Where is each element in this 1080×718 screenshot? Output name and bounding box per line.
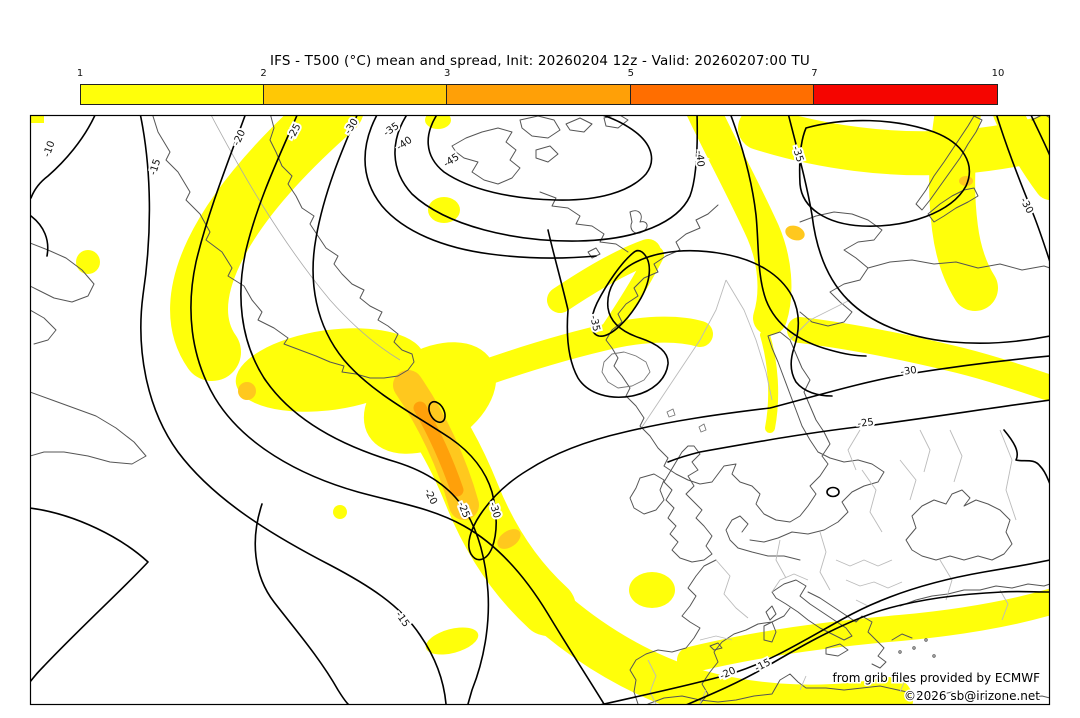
colorbar-tick: 3 (444, 68, 451, 79)
coastlines (31, 116, 1049, 704)
colorbar-segment-1-2 (81, 85, 265, 104)
colorbar-segment-5-7 (630, 85, 814, 104)
balkans-coast (807, 591, 887, 669)
italy-coast (771, 579, 853, 641)
colorbar-segment-2-3 (264, 85, 448, 104)
contour-label: -15 (148, 158, 164, 177)
contour-label: -10 (42, 140, 58, 159)
colorbar-tick: 1 (76, 68, 84, 79)
iceland-coast (601, 351, 651, 389)
contour-label: -40 (693, 150, 705, 167)
greenland-coast (152, 116, 415, 379)
country-borders (639, 279, 1017, 704)
black-sea-coast (905, 489, 1013, 561)
norway-coast (605, 204, 885, 543)
spread-shading-level1 (31, 116, 1049, 704)
contour-label: -35 (382, 121, 402, 139)
page-title: IFS - T500 (°C) mean and spread, Init: 2… (269, 53, 811, 69)
colorbar-tick: 10 (991, 68, 1005, 79)
attribution-source: from grib files provided by ECMWF (832, 671, 1040, 685)
contour-label: -25 (857, 417, 875, 430)
contour-label: -15 (753, 657, 773, 674)
spread-colorbar (80, 84, 998, 105)
contour-label: -30 (900, 365, 918, 378)
spread-shading-level3 (413, 401, 464, 497)
colorbar-segment-7-10 (813, 85, 997, 104)
colorbar-segment-3-5 (447, 85, 631, 104)
france-iberia-coast (629, 559, 717, 704)
great-britain-coast (663, 445, 713, 563)
ireland-coast (629, 473, 665, 515)
contour-label: -20 (231, 128, 248, 147)
colorbar-tick: 7 (811, 68, 818, 79)
colorbar-tick: 5 (627, 68, 634, 79)
contour-label: -15 (393, 610, 411, 630)
colorbar-tick: 2 (260, 68, 267, 79)
denmark-coast (725, 515, 801, 561)
turkey-coast (899, 583, 1049, 607)
attribution-copyright: ©2026 sb@irizone.net (904, 689, 1040, 703)
colorbar-tick-labels: 1 2 3 5 7 10 (76, 68, 1005, 82)
mean-contours (31, 116, 1049, 704)
greenland-ice-edge (211, 116, 401, 361)
map-frame (29, 114, 1051, 706)
contour-label: -45 (442, 152, 462, 170)
contour-label: -20 (422, 487, 439, 507)
contour-label: -40 (395, 135, 415, 153)
africa-coast (647, 673, 1049, 704)
